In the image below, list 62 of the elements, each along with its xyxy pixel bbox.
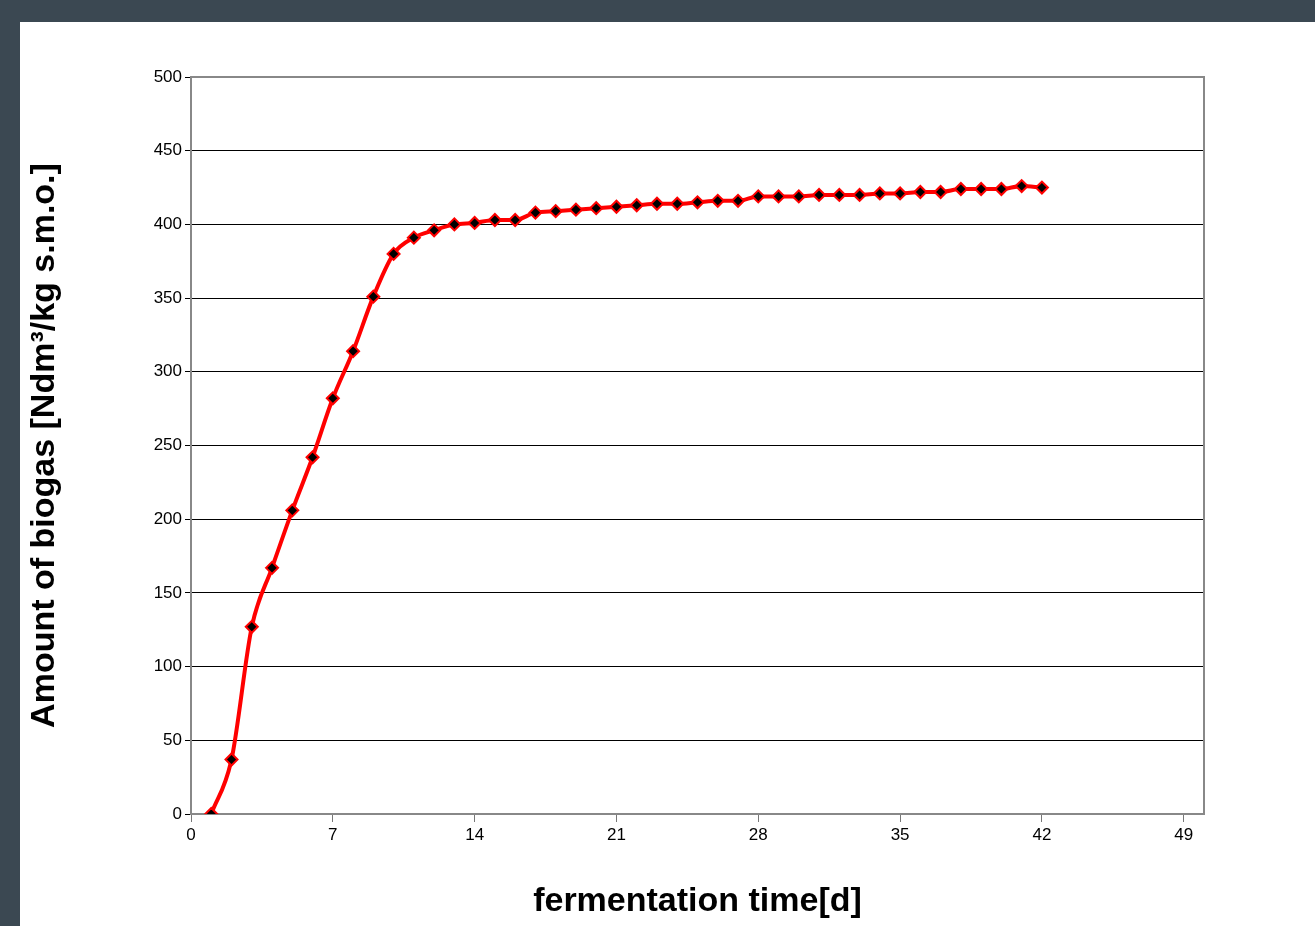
point — [325, 391, 340, 406]
point — [346, 344, 361, 359]
point — [265, 560, 280, 575]
point — [690, 195, 705, 210]
point — [771, 189, 786, 204]
point — [812, 187, 827, 202]
point — [548, 204, 563, 219]
point — [751, 189, 766, 204]
point — [893, 186, 908, 201]
point — [710, 193, 725, 208]
point — [285, 503, 300, 518]
x-tick-label: 21 — [607, 824, 626, 844]
x-tick-label: 0 — [186, 824, 196, 844]
point — [953, 182, 968, 197]
y-axis-title: Amount of biogas [Ndm³/kg s.m.o.] — [22, 163, 61, 728]
y-tick-label: 200 — [153, 508, 182, 528]
y-tick-label: 350 — [153, 287, 182, 307]
point — [609, 199, 624, 214]
point — [852, 187, 867, 202]
point — [933, 184, 948, 199]
y-tick-label: 0 — [172, 803, 182, 823]
x-tick-label: 49 — [1174, 824, 1194, 844]
point — [589, 201, 604, 216]
x-tick-label: 28 — [748, 824, 768, 844]
x-tick-label: 14 — [465, 824, 485, 844]
point — [244, 619, 259, 634]
point — [467, 215, 482, 230]
point — [386, 246, 401, 261]
point — [731, 193, 746, 208]
point — [508, 212, 523, 227]
point — [366, 289, 381, 304]
point — [224, 752, 239, 767]
y-tick-label: 400 — [153, 214, 182, 234]
y-tick-label: 300 — [153, 361, 182, 381]
point — [629, 198, 644, 213]
point — [832, 187, 847, 202]
y-tick-label: 450 — [153, 140, 182, 160]
x-axis-title: fermentation time[d] — [533, 879, 862, 918]
point — [791, 189, 806, 204]
point — [528, 205, 543, 220]
point — [568, 202, 583, 217]
point — [487, 212, 502, 227]
point — [974, 182, 989, 197]
y-tick-label: 250 — [153, 435, 182, 455]
point — [913, 184, 928, 199]
x-tick-label: 42 — [1032, 824, 1052, 844]
x-tick-label: 7 — [328, 824, 338, 844]
y-tick-label: 500 — [153, 66, 182, 86]
y-tick-label: 150 — [153, 582, 182, 602]
point — [1014, 179, 1029, 194]
x-tick-label: 35 — [890, 824, 910, 844]
y-tick-label: 100 — [153, 656, 182, 676]
point — [427, 223, 442, 238]
point — [406, 230, 421, 245]
point — [447, 217, 462, 232]
y-tick-label: 50 — [163, 729, 182, 749]
point — [670, 196, 685, 211]
point — [1034, 180, 1049, 195]
point — [994, 182, 1009, 197]
point — [872, 186, 887, 201]
point — [305, 450, 320, 465]
point — [649, 196, 664, 211]
